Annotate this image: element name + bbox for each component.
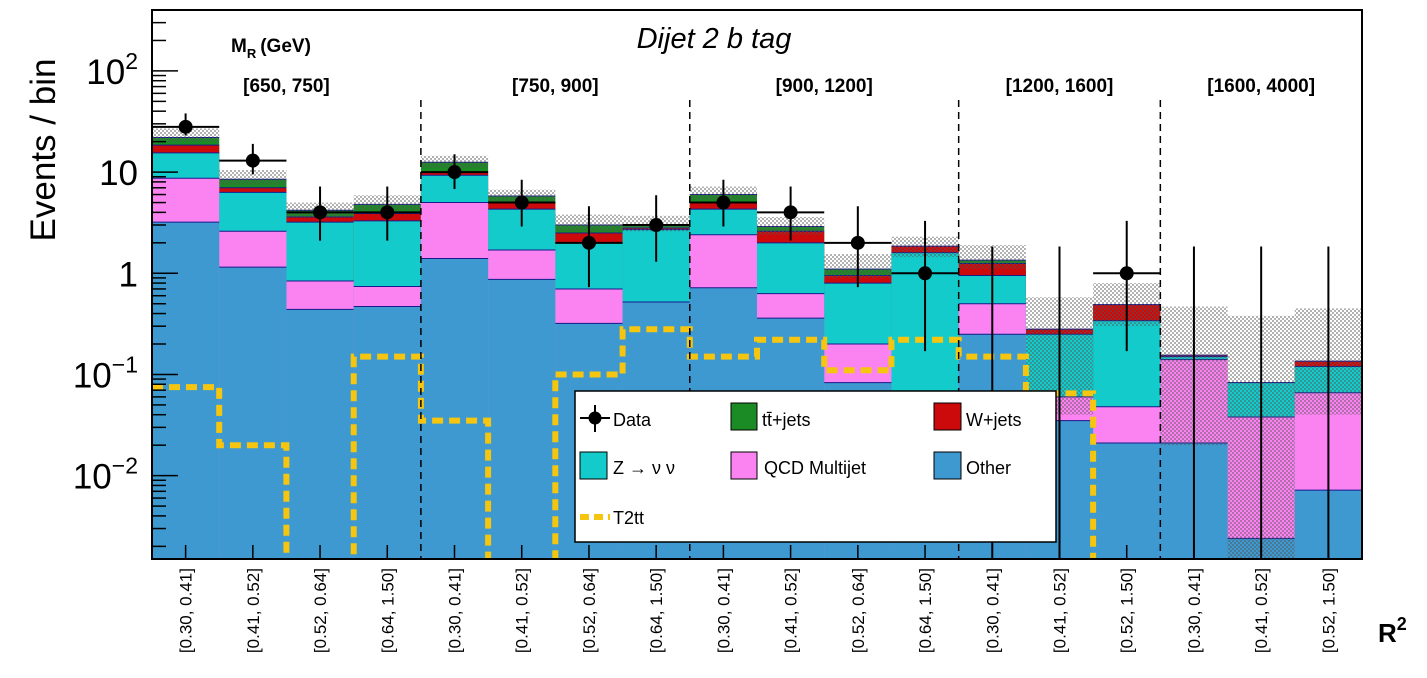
mr-bin-label-2: [900, 1200]	[776, 76, 873, 97]
y-tick-label-base-0: 10	[86, 53, 125, 92]
x-tick-label-9: [0.41, 0.52]	[782, 568, 801, 653]
y-tick-label-exp-3: −1	[112, 351, 138, 377]
x-tick-label-12: [0.30, 0.41]	[983, 568, 1002, 653]
bar-other-5	[488, 279, 556, 559]
x-tick-label-2: [0.52, 0.64]	[311, 568, 330, 653]
bar-other-14	[1093, 443, 1161, 559]
data-point-1	[245, 153, 260, 168]
plot-frame	[151, 9, 1363, 560]
legend-swatch-znunu	[579, 451, 608, 480]
y-tick-label-base-3: 10	[73, 356, 112, 395]
data-point-10	[850, 235, 865, 250]
data-point-0	[178, 119, 193, 134]
mr-label-main: M	[231, 36, 247, 57]
y-tick-label-2: 1	[119, 255, 138, 294]
y-tick-label-4: 10−2	[73, 453, 138, 497]
x-axis-label-sup: 2	[1397, 614, 1407, 634]
legend-label-znunu: Z → ν ν	[613, 458, 675, 478]
data-point-8	[716, 195, 731, 210]
y-tick-label-exp-4: −2	[112, 453, 138, 479]
legend-label-qcd: QCD Multijet	[764, 458, 866, 478]
y-tick-label-base-1: 10	[99, 154, 138, 193]
mr-bin-label-0: [650, 750]	[243, 76, 330, 97]
legend-label-data: Data	[613, 410, 652, 430]
mr-bin-label-4: [1600, 4000]	[1207, 76, 1315, 97]
bar-other-4	[420, 258, 489, 559]
legend-swatch-other	[933, 451, 962, 480]
x-tick-label-14: [0.52, 1.50]	[1118, 568, 1137, 653]
uncertainty-1	[219, 169, 287, 185]
data-point-9	[783, 205, 798, 220]
x-axis-label-main: R	[1378, 618, 1397, 648]
x-tick-label-13: [0.41, 0.52]	[1051, 568, 1070, 653]
data-point-4	[447, 165, 462, 180]
legend-box	[574, 390, 1057, 543]
mr-label-sub: R	[247, 46, 257, 61]
mr-bin-labels: [650, 750] [750, 900] [900, 1200] [1200, 16…	[243, 76, 1315, 97]
x-tick-label-7: [0.64, 1.50]	[647, 568, 666, 653]
mr-label-unit: (GeV)	[260, 36, 311, 57]
data-point-2	[313, 205, 328, 220]
x-tick-label-10: [0.52, 0.64]	[849, 568, 868, 653]
mr-bin-label-1: [750, 900]	[512, 76, 599, 97]
y-tick-label-exp-0: 2	[125, 48, 138, 74]
y-tick-label-base-4: 10	[73, 458, 112, 497]
x-tick-label-1: [0.41, 0.52]	[244, 568, 263, 653]
data-point-14	[1119, 266, 1134, 281]
legend-data-marker	[588, 411, 602, 425]
chart-title: Dijet 2 b tag	[637, 23, 792, 55]
x-tick-label-6: [0.52, 0.64]	[580, 568, 599, 653]
bar-other-2	[286, 309, 354, 559]
x-tick-label-4: [0.30, 0.41]	[446, 568, 465, 653]
data-point-6	[581, 235, 596, 250]
legend-label-t2tt: T2tt	[613, 508, 644, 528]
bar-other-3	[353, 306, 421, 559]
data-point-11	[918, 266, 933, 281]
y-tick-label-3: 10−1	[73, 351, 138, 395]
legend-swatch-qcd	[730, 451, 758, 480]
x-tick-label-8: [0.30, 0.41]	[714, 568, 733, 653]
legend: Data tt̄+jets W+jets Z → ν ν QCD Multije…	[574, 390, 1057, 543]
y-tick-label-1: 10	[99, 154, 138, 193]
x-tick-label-5: [0.41, 0.52]	[513, 568, 532, 653]
bar-other-1	[219, 267, 287, 559]
legend-swatch-ttbar	[730, 402, 758, 431]
x-tick-label-15: [0.30, 0.41]	[1185, 568, 1204, 653]
y-axis-label: Events / bin	[24, 59, 63, 242]
x-tick-label-0: [0.30, 0.41]	[177, 568, 196, 653]
mr-dividers	[420, 100, 1162, 559]
y-tick-label-0: 102	[86, 48, 138, 92]
data-point-7	[649, 218, 664, 233]
y-tick-label-base-2: 1	[119, 255, 138, 294]
x-tick-label-11: [0.64, 1.50]	[916, 568, 935, 653]
legend-label-other: Other	[966, 458, 1011, 478]
x-axis: [0.30, 0.41] [0.41, 0.52] [0.52, 0.64] [0.6…	[177, 545, 1338, 653]
x-tick-label-17: [0.52, 1.50]	[1319, 568, 1338, 653]
x-tick-label-16: [0.41, 0.52]	[1252, 568, 1271, 653]
mr-bin-label-3: [1200, 1600]	[1006, 76, 1114, 97]
mr-label: MR (GeV)	[231, 36, 311, 61]
data-point-3	[380, 205, 395, 220]
x-axis-label: R2	[1378, 614, 1407, 648]
legend-swatch-wjets	[933, 402, 962, 431]
x-tick-label-3: [0.64, 1.50]	[378, 568, 397, 653]
legend-label-ttbar: tt̄+jets	[762, 410, 811, 430]
data-point-5	[514, 195, 529, 210]
legend-label-wjets: W+jets	[966, 410, 1022, 430]
